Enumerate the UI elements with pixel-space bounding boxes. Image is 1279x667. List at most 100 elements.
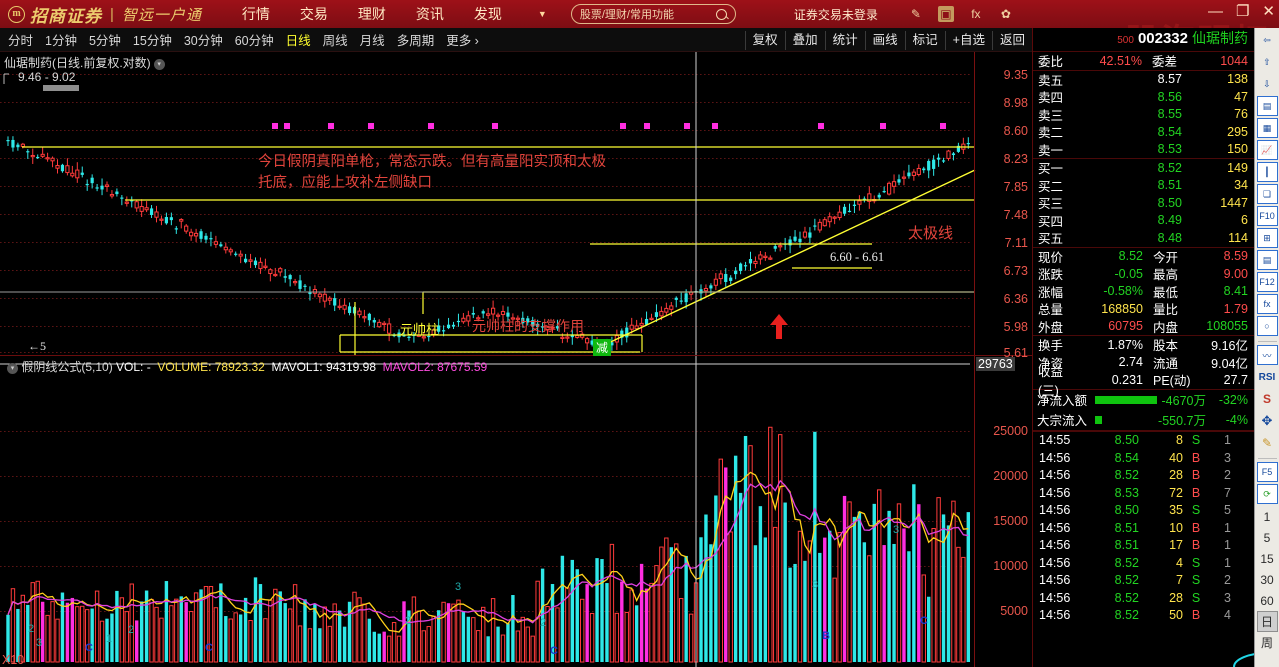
search-placeholder: 股票/理财/常用功能 [579,9,674,21]
wave-icon[interactable]: 〰 [1256,345,1278,365]
price-chart-pane[interactable]: 仙琚制药(日线.前复权.对数) ▾ 9.46 - 9.02 [0,52,1032,360]
fx-icon[interactable]: fx [1256,294,1278,314]
chart-tools: 复权 叠加 统计 画线 标记 +自选 返回 [744,28,1033,52]
refresh-icon[interactable]: ⟳ [1256,484,1278,504]
pencil-icon[interactable]: ✎ [1261,436,1273,450]
volume-value: VOLUME: 78923.32 [157,360,265,374]
stats-section: 现价 8.52 今开 8.59 涨跌 -0.05 最高 9.00 涨幅 -0.58% 最低 8.4… [1033,248,1254,336]
period-1min[interactable]: 1分钟 [45,34,77,48]
ask-qty: 47 [1234,89,1248,104]
bid-row[interactable]: 买五 8.48 114 [1033,229,1254,247]
ask-row[interactable]: 卖三 8.55 76 [1033,106,1254,124]
brand-logo[interactable]: m 招商证券 | 智远一户通 [0,2,202,27]
tree-icon[interactable]: ⊞ [1256,228,1278,248]
f12-icon[interactable]: F12 [1256,272,1278,292]
fundamental-value: 2.74 [1118,355,1143,370]
rail-period-1[interactable]: 1 [1263,509,1271,524]
tick-count: 1 [1224,520,1231,535]
fx-icon[interactable]: fx [971,7,981,21]
rail-period-30[interactable]: 30 [1260,572,1274,587]
nav-item-discover[interactable]: 发现 [473,6,502,22]
bid-price: 8.51 [1157,178,1182,193]
minimize-button[interactable]: — [1207,2,1223,20]
period-5min[interactable]: 5分钟 [88,34,121,48]
ask-row[interactable]: 卖五 8.57 138 [1033,71,1254,89]
rail-period-daily[interactable]: 日 [1256,611,1278,632]
maximize-button[interactable]: ❐ [1235,3,1250,20]
period-more[interactable]: 更多 › [446,34,479,48]
tick-list[interactable]: 14:55 8.50 8 S 1 14:56 8.54 40 B 3 14:56 8.52 28 B 2… [1033,430,1254,625]
chart-area[interactable]: 仙琚制药(日线.前复权.对数) ▾ 9.46 - 9.02 [0,52,1032,667]
back-arrow-icon[interactable]: ⇦ [1263,34,1271,45]
rail-period-15[interactable]: 15 [1260,551,1274,566]
tool-back[interactable]: 返回 [991,30,1033,50]
price-tick: 5.98 [1003,320,1028,334]
rsi-icon[interactable]: RSI [1258,371,1276,383]
period-15min[interactable]: 15分钟 [132,34,172,48]
close-button[interactable]: ✕ [1262,3,1275,20]
quote-panel: 500 002332 仙琚制药 委比 42.51% 委差 1044 卖五 8.57… [1032,28,1279,667]
up-arrow-icon[interactable]: ⇧ [1263,56,1271,67]
chevron-down-icon[interactable]: ▾ [7,363,18,374]
tool-stats[interactable]: 统计 [824,30,865,50]
period-30min[interactable]: 30分钟 [183,34,223,48]
login-status[interactable]: 证券交易未登录 [793,7,878,22]
nav-item-wealth[interactable]: 理财 [357,6,386,22]
period-60min[interactable]: 60分钟 [234,34,274,48]
nav-item-news[interactable]: 资讯 [415,6,444,22]
ask-label: 卖四 [1038,91,1064,106]
gear-icon[interactable]: ✿ [1000,7,1011,21]
rail-period-5[interactable]: 5 [1263,530,1271,545]
bid-row[interactable]: 买四 8.49 6 [1033,212,1254,230]
rail-period-weekly[interactable]: 周 [1260,636,1273,650]
chart-annotation-main: 今日假阴真阳单枪，常态示跌。但有高量阳实顶和太极 托底，应能上攻补左侧缺口 [258,152,606,194]
multi-window-icon[interactable]: ❏ [1256,184,1278,204]
f10-icon[interactable]: F10 [1256,206,1278,226]
tick-time: 14:56 [1039,450,1071,465]
tick-time: 14:56 [1039,485,1071,500]
period-monthly[interactable]: 月线 [359,34,385,48]
s-icon[interactable]: S [1262,392,1271,406]
nav-item-trade[interactable]: 交易 [299,6,328,22]
nav-item-quotes[interactable]: 行情 [241,6,270,22]
notes-icon[interactable]: ▤ [1256,250,1278,270]
pencil-icon[interactable]: ✎ [910,7,921,21]
bid-row[interactable]: 买三 8.50 1447 [1033,194,1254,212]
chevron-down-icon[interactable]: ▾ [153,59,165,70]
volume-multiplier: X10 [2,653,25,667]
table-icon[interactable]: ▦ [1256,118,1278,138]
tool-mark[interactable]: 标记 [904,30,945,50]
volume-chart-pane[interactable]: ▾ 假阴线公式(5,10) VOL: - VOLUME: 78923.32 MA… [0,355,1032,667]
period-daily[interactable]: 日线 [285,34,311,48]
candle-icon[interactable]: ┃ [1256,162,1278,182]
period-fenshi[interactable]: 分时 [8,34,34,48]
move-icon[interactable]: ✥ [1261,413,1273,428]
bid-row[interactable]: 买二 8.51 34 [1033,177,1254,195]
bid-row[interactable]: 买一 8.52 149 [1033,159,1254,177]
gift-box-icon[interactable]: ▣ [937,6,954,22]
f5-icon[interactable]: F5 [1256,462,1278,482]
bid-qty: 6 [1241,213,1248,228]
tool-add-watchlist[interactable]: +自选 [944,30,992,50]
fundamental-label-2: 流通 [1153,356,1179,371]
ask-row[interactable]: 卖一 8.53 150 [1033,141,1254,159]
tick-side: S [1191,433,1201,448]
circle-icon[interactable]: ○ [1256,316,1278,336]
trend-icon[interactable]: 📈 [1256,140,1278,160]
report-icon[interactable]: ▤ [1256,96,1278,116]
chevron-down-icon[interactable]: ▼ [537,9,547,19]
rail-period-60[interactable]: 60 [1260,593,1274,608]
tool-drawline[interactable]: 画线 [864,30,905,50]
ask-qty: 76 [1234,107,1248,122]
ask-row[interactable]: 卖二 8.54 295 [1033,123,1254,141]
period-weekly[interactable]: 周线 [322,34,348,48]
tool-overlay[interactable]: 叠加 [784,30,825,50]
toolbar-icons: ✎ ▣ fx ✿ [908,6,1014,22]
search-icon[interactable] [715,8,727,20]
down-arrow-icon[interactable]: ⇩ [1263,78,1271,89]
search-input[interactable]: 股票/理财/常用功能 [570,4,736,24]
ask-row[interactable]: 卖四 8.56 47 [1033,88,1254,106]
quote-header[interactable]: 500 002332 仙琚制药 [1033,28,1254,52]
tool-adjust[interactable]: 复权 [744,30,785,50]
period-multi[interactable]: 多周期 [396,34,435,48]
